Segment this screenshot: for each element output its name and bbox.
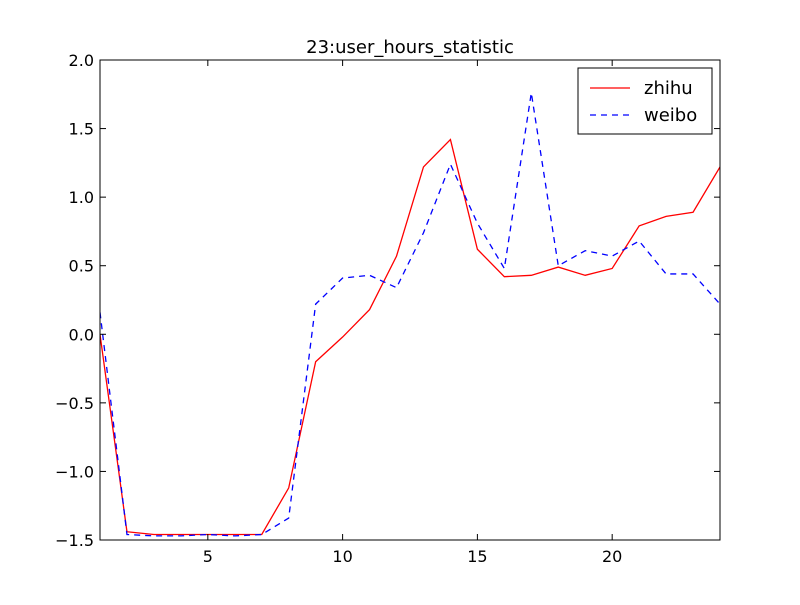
x-tick-label: 5	[203, 547, 213, 566]
y-tick-label: −1.0	[55, 462, 94, 481]
y-tick-label: 0.5	[69, 257, 94, 276]
y-tick-label: 1.0	[69, 188, 94, 207]
legend: zhihu weibo	[577, 67, 713, 135]
chart-title: 23:user_hours_statistic	[306, 37, 514, 58]
legend-label-weibo: weibo	[644, 105, 697, 126]
y-tick-label: 2.0	[69, 51, 94, 70]
axes: 5 10 15 20 −1.5 −1.0 −0.5 0.0 0.5 1.0 1.5 2.0	[55, 51, 721, 566]
x-tick-label: 20	[602, 547, 622, 566]
x-tick-label: 10	[332, 547, 352, 566]
y-tick-label: −1.5	[55, 531, 94, 550]
legend-box	[577, 67, 713, 135]
plot-frame	[99, 59, 721, 541]
x-tick-label: 15	[467, 547, 487, 566]
plot-area	[100, 92, 720, 537]
y-tick-label: 0.0	[69, 325, 94, 344]
legend-label-zhihu: zhihu	[644, 78, 693, 99]
y-tick-label: 1.5	[69, 120, 94, 139]
y-tick-label: −0.5	[55, 394, 94, 413]
series-line-weibo	[100, 92, 720, 537]
series-line-zhihu	[100, 138, 720, 536]
